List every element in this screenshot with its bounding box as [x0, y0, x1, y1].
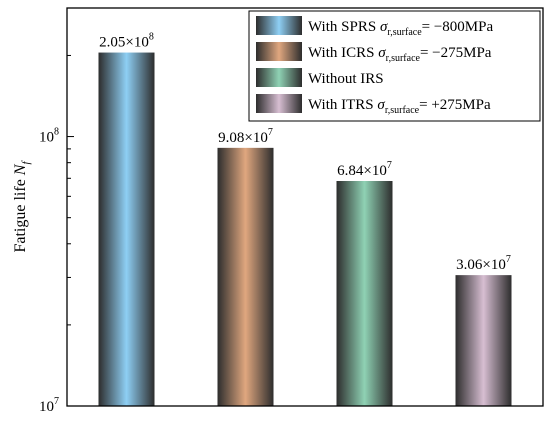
y-axis-label: Fatigue life Nf [12, 160, 32, 253]
bar-1 [98, 52, 155, 406]
legend-entry-1: With SPRS σr,surface= −800MPa [308, 19, 493, 38]
y-tick-label: 108 [39, 127, 59, 146]
data-labels-layer: 2.05×108 9.08×107 6.84×107 3.06×107 [99, 32, 511, 274]
y-axis: 107 108 [39, 7, 74, 415]
legend-entry-4: With ITRS σr,surface= +275MPa [308, 97, 491, 116]
legend-swatch-3 [256, 68, 302, 87]
bar-4 [455, 275, 512, 406]
legend-swatch-2 [256, 42, 302, 61]
y-tick-label: 107 [39, 396, 59, 415]
data-label-2: 9.08×107 [218, 127, 273, 146]
bar-3 [336, 180, 393, 406]
legend-entry-3: Without IRS [308, 71, 384, 87]
legend-entry-2: With ICRS σr,surface= −275MPa [308, 45, 492, 64]
data-label-3: 6.84×107 [337, 160, 392, 179]
legend-swatch-4 [256, 94, 302, 113]
legend: With SPRS σr,surface= −800MPa With ICRS σ… [248, 10, 541, 122]
data-label-1: 2.05×108 [99, 32, 154, 51]
bars-layer [98, 52, 512, 406]
legend-swatch-1 [256, 16, 302, 35]
data-label-4: 3.06×107 [456, 254, 511, 273]
plot-frame [66, 7, 544, 407]
bar-2 [217, 147, 274, 406]
